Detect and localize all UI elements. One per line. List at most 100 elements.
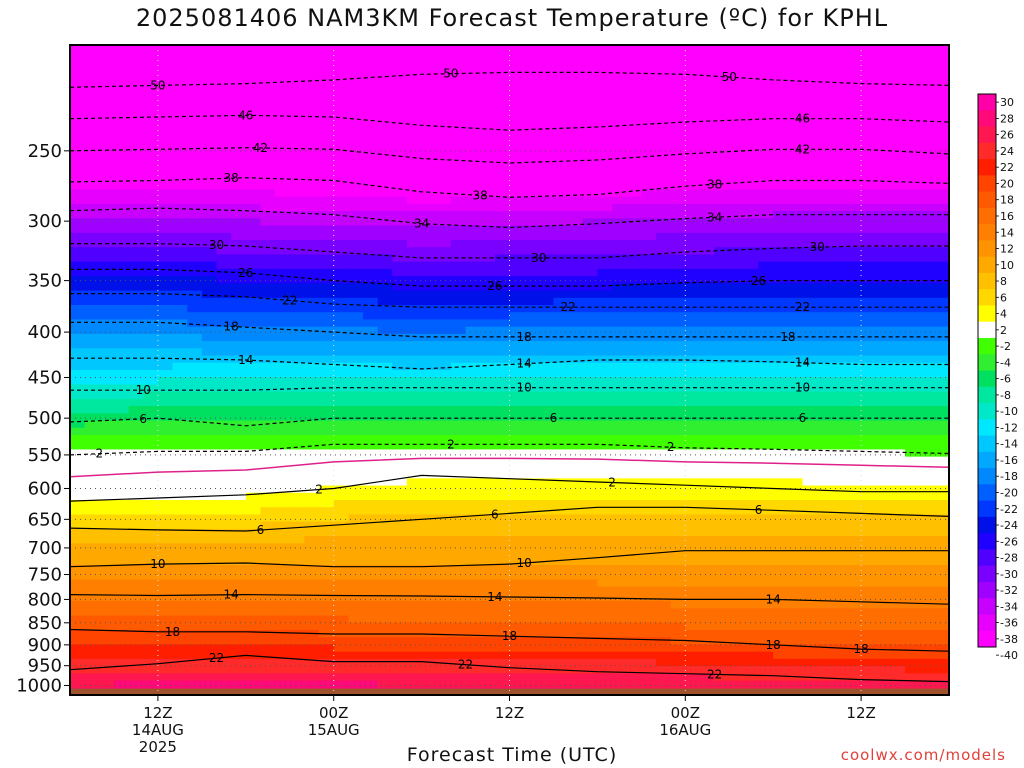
field-cell (406, 52, 423, 61)
field-cell (201, 290, 218, 299)
field-cell (568, 615, 584, 624)
field-cell (817, 66, 833, 75)
field-cell (553, 189, 569, 198)
field-cell (436, 66, 452, 75)
field-cell (934, 102, 949, 111)
field-cell (143, 384, 159, 393)
field-cell (582, 485, 598, 494)
field-cell (450, 485, 467, 494)
field-cell (99, 492, 115, 501)
field-cell (245, 449, 262, 458)
field-cell (289, 153, 305, 162)
field-cell (773, 110, 789, 118)
field-cell (187, 355, 203, 364)
field-cell (245, 608, 262, 617)
field-cell (685, 167, 701, 176)
field-cell (319, 146, 335, 154)
field-cell (70, 218, 86, 227)
field-cell (436, 240, 452, 248)
field-cell (275, 384, 291, 393)
field-cell (480, 160, 496, 169)
field-cell (626, 471, 642, 479)
field-cell (905, 52, 921, 61)
field-cell (773, 442, 789, 451)
field-cell (685, 370, 701, 378)
field-cell (392, 59, 408, 68)
field-cell (699, 124, 716, 133)
field-cell (831, 146, 848, 154)
field-cell (494, 398, 511, 407)
field-cell (743, 362, 760, 371)
field-cell (275, 319, 291, 328)
field-cell (84, 203, 100, 212)
field-cell (99, 406, 115, 414)
field-cell (480, 384, 496, 393)
field-cell (157, 326, 174, 335)
field-cell (524, 297, 540, 306)
field-cell (216, 630, 232, 638)
field-cell (128, 413, 144, 422)
field-cell (905, 593, 921, 602)
field-cell (773, 146, 789, 154)
field-cell (84, 218, 100, 227)
field-cell (890, 312, 906, 321)
field-cell (480, 268, 496, 277)
field-cell (509, 232, 525, 241)
field-cell (99, 543, 115, 552)
field-cell (319, 52, 335, 61)
field-cell (553, 420, 569, 429)
field-cell (187, 326, 203, 335)
field-cell (128, 615, 144, 624)
field-cell (157, 333, 174, 342)
field-cell (304, 81, 320, 89)
field-cell (919, 146, 935, 154)
field-cell (421, 203, 437, 212)
field-cell (187, 211, 203, 219)
field-cell (846, 167, 862, 176)
field-cell (363, 117, 379, 126)
field-cell (172, 572, 188, 581)
field-cell (670, 283, 686, 292)
field-cell (70, 500, 86, 508)
field-cell (553, 167, 569, 176)
field-cell (260, 514, 276, 523)
credit-link[interactable]: coolwx.com/models (840, 746, 1006, 764)
field-cell (494, 189, 511, 198)
field-cell (787, 297, 804, 306)
field-cell (890, 240, 906, 248)
field-cell (656, 247, 672, 256)
field-cell (260, 312, 276, 321)
field-cell (333, 622, 349, 631)
field-cell (553, 290, 569, 299)
field-cell (699, 305, 716, 313)
field-cell (875, 572, 891, 581)
field-cell (304, 572, 320, 581)
field-cell (450, 615, 467, 624)
field-cell (641, 485, 657, 494)
field-cell (582, 95, 598, 104)
field-cell (216, 348, 232, 357)
field-cell (641, 492, 657, 501)
field-cell (392, 45, 408, 53)
field-cell (260, 550, 276, 559)
field-cell (626, 333, 642, 342)
field-cell (70, 153, 86, 162)
field-cell (509, 312, 525, 321)
field-cell (231, 117, 247, 126)
field-cell (641, 406, 657, 414)
field-cell (509, 370, 525, 378)
field-cell (802, 290, 818, 299)
field-cell (846, 348, 862, 357)
field-cell (582, 225, 598, 234)
field-cell (699, 312, 716, 321)
field-cell (861, 73, 877, 82)
field-cell (685, 95, 701, 104)
field-cell (802, 492, 818, 501)
field-cell (260, 102, 276, 111)
field-cell (538, 478, 555, 487)
field-cell (113, 420, 130, 429)
field-cell (216, 550, 232, 559)
field-cell (729, 377, 745, 386)
field-cell (245, 528, 262, 537)
field-cell (216, 615, 232, 624)
